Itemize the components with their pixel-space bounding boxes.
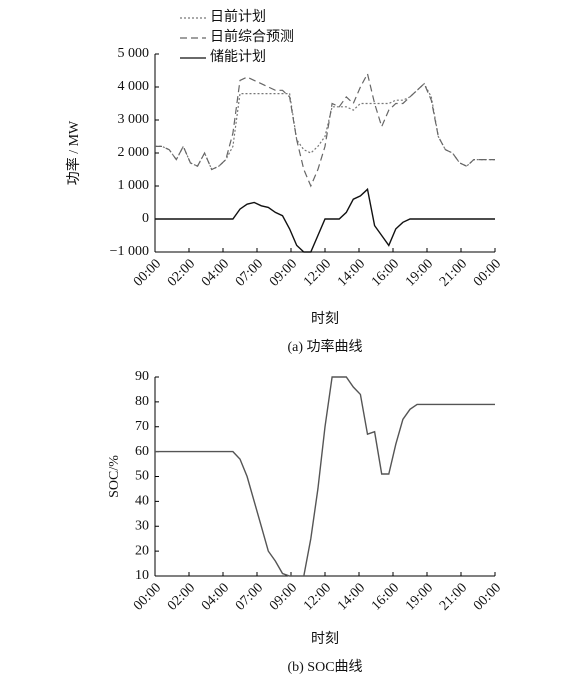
y-tick-label: 2 000 — [118, 145, 150, 160]
x-tick-label: 19:00 — [403, 580, 436, 613]
x-tick-label: 00:00 — [131, 580, 164, 613]
y-tick-label: 20 — [135, 543, 149, 558]
caption: (b) SOC曲线 — [287, 659, 362, 675]
x-tick-label: 14:00 — [335, 256, 368, 289]
legend-label: 储能计划 — [210, 49, 266, 65]
legend-label: 日前计划 — [210, 8, 266, 25]
y-tick-label: −1 000 — [110, 244, 149, 259]
y-tick-label: 90 — [135, 369, 149, 384]
x-tick-label: 09:00 — [267, 256, 300, 289]
x-tick-label: 21:00 — [437, 580, 470, 613]
caption: (a) 功率曲线 — [287, 338, 362, 355]
x-tick-label: 09:00 — [267, 580, 300, 613]
legend-label: 日前综合预测 — [210, 28, 294, 45]
x-tick-label: 04:00 — [199, 256, 232, 289]
x-tick-label: 19:00 — [403, 256, 436, 289]
x-tick-label: 07:00 — [233, 580, 266, 613]
series-line — [155, 376, 495, 577]
x-tick-label: 02:00 — [165, 580, 198, 613]
x-tick-label: 16:00 — [369, 256, 402, 289]
y-tick-label: 60 — [135, 444, 149, 459]
y-tick-label: 50 — [135, 469, 149, 484]
x-tick-label: 16:00 — [369, 580, 402, 613]
y-tick-label: 70 — [135, 419, 149, 434]
y-tick-label: 10 — [135, 568, 149, 583]
x-tick-label: 07:00 — [233, 256, 266, 289]
y-tick-label: 40 — [135, 494, 149, 509]
y-axis-label: 功率 / MW — [65, 120, 82, 185]
x-axis-label: 时刻 — [311, 631, 339, 647]
x-tick-label: 00:00 — [131, 256, 164, 289]
x-tick-label: 12:00 — [301, 256, 334, 289]
y-tick-label: 3 000 — [118, 112, 150, 127]
x-tick-label: 12:00 — [301, 580, 334, 613]
x-tick-label: 04:00 — [199, 580, 232, 613]
series-line — [155, 72, 495, 188]
x-tick-label: 02:00 — [165, 256, 198, 289]
y-tick-label: 1 000 — [118, 178, 150, 193]
y-axis-label: SOC/% — [107, 455, 122, 498]
x-axis-label: 时刻 — [311, 311, 339, 327]
series-line — [155, 82, 495, 171]
y-tick-label: 0 — [142, 211, 149, 226]
x-tick-label: 00:00 — [471, 580, 504, 613]
y-tick-label: 5 000 — [118, 46, 150, 61]
y-tick-label: 80 — [135, 394, 149, 409]
x-tick-label: 21:00 — [437, 256, 470, 289]
y-tick-label: 4 000 — [118, 79, 150, 94]
series-line — [155, 187, 495, 253]
x-tick-label: 14:00 — [335, 580, 368, 613]
y-tick-label: 30 — [135, 518, 149, 533]
x-tick-label: 00:00 — [471, 256, 504, 289]
